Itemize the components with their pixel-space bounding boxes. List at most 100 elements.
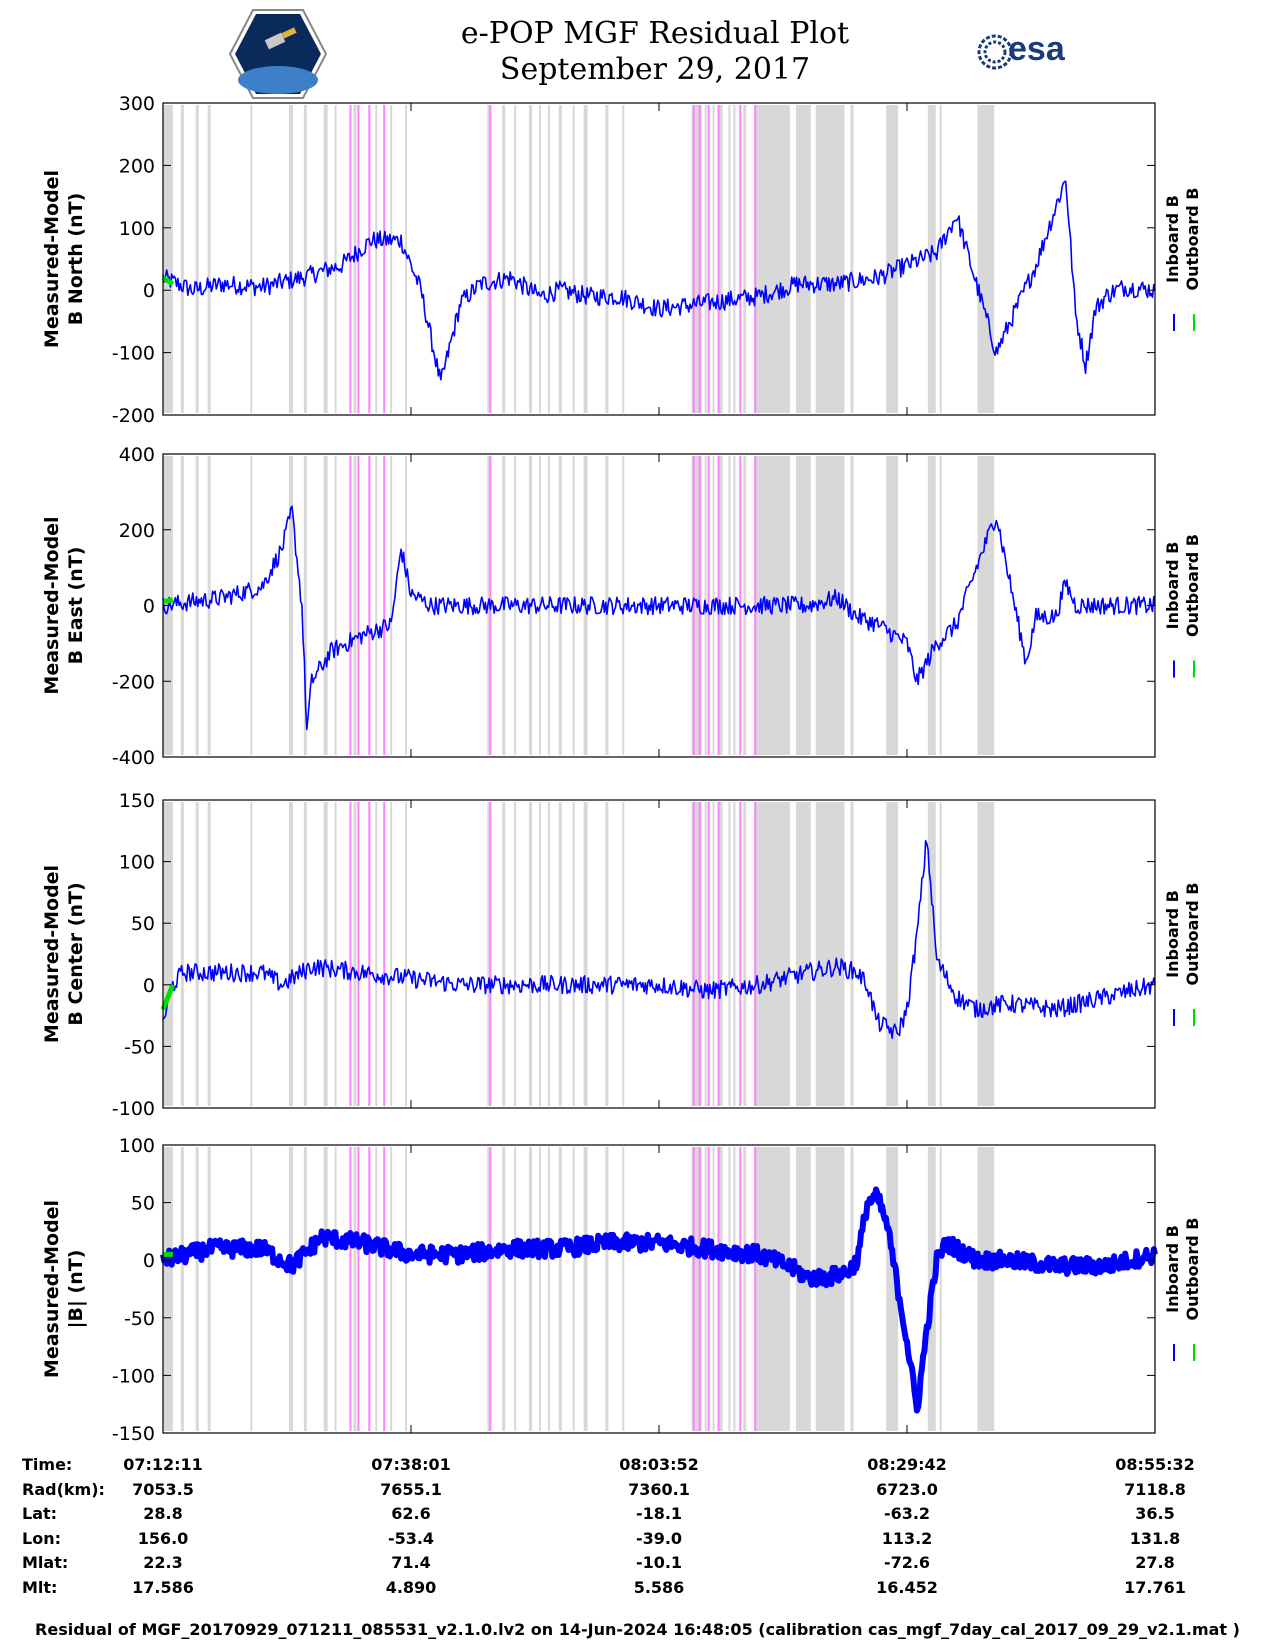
gray-band (375, 456, 378, 755)
gray-band (375, 1147, 378, 1431)
gray-band (927, 456, 936, 755)
gray-band (572, 1147, 575, 1431)
gray-band (207, 802, 211, 1106)
orbit-value: 7655.1 (380, 1479, 442, 1499)
gray-band (303, 105, 307, 413)
plot-frame (162, 102, 1156, 416)
gray-band (712, 1147, 715, 1431)
gray-band (502, 105, 506, 413)
gray-band (250, 802, 253, 1106)
gray-band (939, 456, 942, 755)
orbit-value: -72.6 (883, 1553, 931, 1572)
orbit-row: Mlt: 17.586 4.890 5.586 16.452 17.761 (0, 1578, 1275, 1602)
legend-inboard-label: Inboard B (1163, 542, 1182, 630)
orbit-value: -18.1 (635, 1504, 683, 1523)
orbit-value: 22.3 (143, 1553, 183, 1572)
gray-band (815, 1147, 845, 1431)
gray-band (886, 1147, 899, 1431)
gray-band (207, 1147, 211, 1431)
y-tick-label: -50 (124, 1036, 155, 1058)
gray-band (728, 1147, 731, 1431)
orbit-row: Time: 07:12:11 07:38:01 08:03:52 08:29:42 08:… (0, 1455, 1275, 1479)
gray-band (605, 456, 609, 755)
y-tick-label: 300 (119, 93, 155, 115)
panel-1: 300 200 100 0 -100 -200 Measured-Model B North … (41, 93, 1202, 427)
plot-date: September 29, 2017 (499, 52, 811, 87)
orbit-value: -63.2 (883, 1504, 931, 1523)
orbit-value: 7053.5 (132, 1479, 194, 1499)
orbit-value: 62.6 (391, 1504, 431, 1523)
plot-frame (162, 799, 1156, 1109)
gray-band (733, 1147, 736, 1431)
gray-band (704, 802, 707, 1106)
gray-band (405, 802, 408, 1106)
gray-band (390, 802, 393, 1106)
legend-outboard-label: Outboard B (1183, 534, 1202, 637)
y-tick-label: 100 (119, 852, 155, 874)
gray-band (743, 105, 747, 413)
orbit-value: 16.452 (876, 1577, 938, 1597)
orbit-row-label: Lon: (22, 1528, 61, 1548)
gray-band (180, 1147, 184, 1431)
gray-band (939, 105, 942, 413)
esa-logo-icon (977, 34, 1013, 70)
gray-band (712, 105, 715, 413)
gray-band (250, 1147, 253, 1431)
gray-band (691, 802, 702, 1106)
panel-4: 100 50 0 -50 -100 -150 Measured-Model |B| (nT) I… (41, 1135, 1202, 1445)
gray-band (405, 105, 408, 413)
orbit-row: Mlat: 22.3 71.4 -10.1 -72.6 27.8 (0, 1553, 1275, 1577)
gray-band (323, 802, 328, 1106)
gray-band (704, 105, 707, 413)
gray-band (288, 105, 293, 413)
y-tick-label: 150 (119, 790, 155, 812)
gray-band (558, 802, 562, 1106)
y-tick-label: 400 (119, 444, 155, 466)
gray-band (487, 1147, 490, 1431)
gray-band (180, 802, 184, 1106)
gray-band (795, 1147, 811, 1431)
orbit-value: 113.2 (881, 1528, 933, 1548)
gray-band (605, 802, 609, 1106)
orbit-value: 17.761 (1124, 1577, 1186, 1597)
orbit-value: 08:03:52 (619, 1455, 699, 1474)
gray-band (558, 1147, 562, 1431)
y-tick-label: -50 (124, 1308, 155, 1330)
y-tick-label: 0 (143, 975, 155, 997)
gray-band (163, 105, 173, 413)
gray-band (303, 456, 307, 755)
gray-band (850, 105, 854, 413)
gray-band (288, 456, 293, 755)
gray-band (502, 802, 506, 1106)
orbit-row-label: Rad(km): (22, 1479, 105, 1499)
orbit-row-label: Time: (22, 1455, 73, 1474)
gray-band (939, 1147, 942, 1431)
gray-band (334, 802, 337, 1106)
y-tick-label: -200 (112, 671, 155, 693)
gray-band (487, 802, 490, 1106)
y-tick-label: 200 (119, 520, 155, 542)
legend-inboard-label: Inboard B (1163, 890, 1182, 978)
gray-band (195, 105, 199, 413)
gray-band (927, 105, 936, 413)
legend-outboard-label: Outboard B (1183, 1218, 1202, 1321)
legend-inboard-label: Inboard B (1163, 1225, 1182, 1313)
gray-band (323, 1147, 328, 1431)
gray-band (572, 802, 575, 1106)
orbit-value: 4.890 (385, 1577, 437, 1597)
gray-band (375, 105, 378, 413)
gray-band (547, 802, 550, 1106)
y-tick-label: -400 (112, 747, 155, 769)
gray-band (572, 105, 575, 413)
gray-band (622, 105, 625, 413)
gray-band (334, 105, 337, 413)
gray-band (927, 802, 936, 1106)
gray-band (733, 456, 736, 755)
gray-band (886, 105, 899, 413)
plot-frame (162, 1144, 1156, 1434)
gray-band (795, 105, 811, 413)
y-axis-label: Measured-Model (41, 170, 63, 348)
gray-band (719, 105, 723, 413)
gray-band (514, 1147, 517, 1431)
y-tick-label: 50 (131, 913, 155, 935)
